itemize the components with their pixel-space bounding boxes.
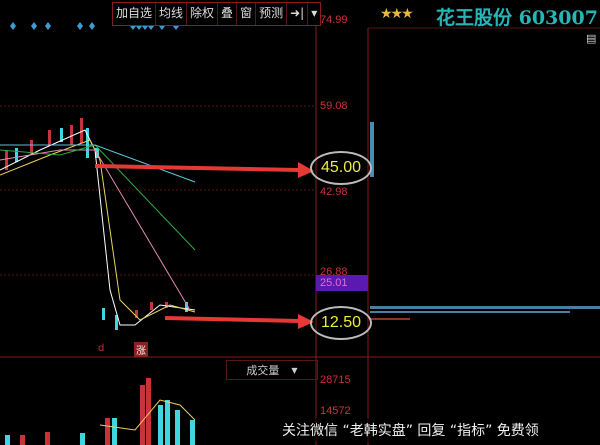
- toolbar: 加自选 均线 除权 叠 窗 预测 ➜| ▾: [112, 2, 322, 26]
- price-label: 59.08: [320, 100, 348, 112]
- window-button[interactable]: 窗: [237, 3, 257, 25]
- price-label: 74.99: [320, 14, 348, 26]
- add-watchlist-button[interactable]: 加自选: [113, 3, 157, 25]
- indicator-zhang: 涨: [134, 342, 148, 357]
- callout-low: 12.50: [310, 306, 372, 340]
- watermark-text: 关注微信 “老韩实盘” 回复 “指标” 免费领: [278, 418, 543, 442]
- volume-label: 14572: [320, 405, 351, 417]
- chevron-down-icon: ▼: [291, 365, 298, 375]
- price-label: 26.88: [320, 266, 348, 278]
- indicator-d: d: [98, 343, 105, 354]
- volume-label: 28715: [320, 374, 351, 386]
- volume-indicator-select[interactable]: 成交量 ▼: [226, 360, 318, 380]
- overlay-button[interactable]: 叠: [218, 3, 238, 25]
- volume-bars: [5, 378, 195, 445]
- ex-rights-button[interactable]: 除权: [187, 3, 219, 25]
- forecast-button[interactable]: 预测: [256, 3, 288, 25]
- moving-average-button[interactable]: 均线: [156, 3, 188, 25]
- stock-title: 花王股份 603007: [436, 7, 598, 29]
- volume-select-label: 成交量: [246, 364, 280, 377]
- callout-high: 45.00: [310, 151, 372, 185]
- current-price-label: 25.01: [320, 277, 348, 289]
- candles: [5, 118, 188, 330]
- arrow-right-icon[interactable]: ➜|: [287, 3, 309, 25]
- rating-stars: ★★★: [380, 6, 414, 22]
- price-label: 42.98: [320, 186, 348, 198]
- chevron-down-icon[interactable]: ▾: [311, 6, 318, 20]
- info-icon[interactable]: ▤: [586, 32, 597, 45]
